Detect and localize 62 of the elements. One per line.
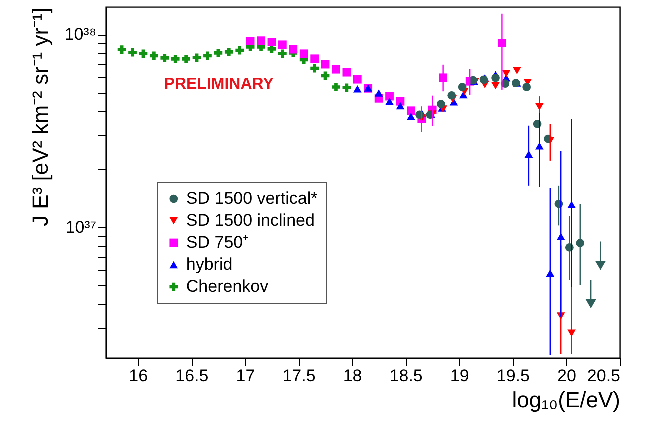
point	[374, 90, 384, 97]
point	[407, 106, 416, 116]
point	[182, 55, 190, 64]
legend-label: SD 1500 vertical*	[186, 189, 318, 208]
legend-label: hybrid	[186, 255, 233, 274]
point	[224, 48, 234, 56]
point	[407, 113, 416, 120]
point	[160, 54, 170, 62]
x-tick-label: 19	[450, 366, 470, 386]
y-tick-label: 10³⁷	[66, 218, 96, 237]
x-tick-label: 18	[343, 366, 362, 386]
y-axis-title: J E³ [eV² km⁻² sr⁻¹ yr⁻¹]	[28, 8, 53, 226]
legend-label: SD 750⁺	[186, 233, 250, 252]
x-tick-label: 19.5	[496, 366, 530, 386]
point	[586, 300, 596, 309]
x-tick-label: 17	[236, 366, 256, 386]
point	[257, 36, 266, 46]
x-tick-label: 16.5	[176, 366, 209, 386]
point	[522, 83, 532, 92]
point	[214, 48, 223, 58]
point	[353, 86, 362, 93]
point	[353, 75, 362, 84]
x-tick-label: 16	[129, 366, 148, 386]
point	[448, 91, 456, 100]
point	[171, 55, 180, 64]
point	[236, 46, 244, 55]
point	[128, 48, 137, 57]
x-tick-label: 20.5	[587, 366, 620, 386]
legend-label: Cherenkov	[186, 277, 270, 296]
point	[310, 64, 319, 73]
point	[300, 50, 308, 58]
point	[278, 40, 287, 50]
x-tick-label: 17.5	[282, 366, 316, 386]
x-axis-title: log₁₀(E/eV)	[512, 388, 620, 412]
point	[386, 92, 394, 101]
point	[332, 65, 340, 74]
point	[595, 261, 606, 270]
x-tick-label: 18.5	[390, 366, 423, 386]
point	[396, 102, 405, 110]
point	[502, 70, 511, 78]
point	[386, 98, 394, 106]
point	[204, 52, 212, 60]
point	[321, 60, 330, 69]
point	[278, 50, 287, 58]
y-tick-label: 10³⁸	[64, 25, 96, 44]
point	[342, 68, 352, 77]
point	[436, 100, 446, 108]
point	[513, 67, 522, 75]
point	[492, 82, 500, 90]
point	[118, 46, 126, 54]
point	[492, 74, 500, 82]
point	[268, 38, 276, 46]
point	[458, 83, 467, 92]
point	[192, 54, 202, 62]
point	[139, 50, 148, 58]
x-tick-label: 20	[557, 366, 576, 386]
annotation: PRELIMINARY	[164, 76, 274, 94]
point	[150, 52, 158, 60]
legend-label: SD 1500 inclined	[186, 211, 315, 230]
point	[289, 45, 298, 54]
point	[310, 54, 319, 64]
point	[246, 37, 255, 46]
